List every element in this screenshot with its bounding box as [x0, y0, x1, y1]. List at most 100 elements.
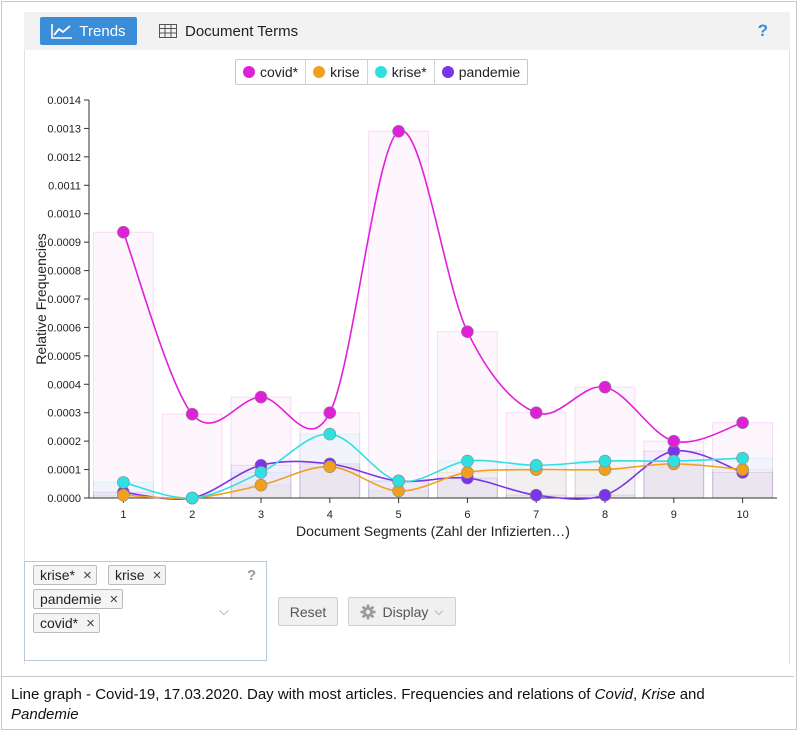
term-chip-label: pandemie — [40, 591, 102, 607]
background-bar — [161, 413, 223, 499]
help-icon[interactable]: ? — [757, 21, 768, 40]
y-tick-label: 0.0011 — [48, 180, 81, 192]
data-point — [117, 225, 130, 239]
x-tick-label: 3 — [258, 509, 264, 521]
remove-icon[interactable]: × — [86, 614, 95, 632]
y-tick-label: 0.0009 — [47, 237, 81, 249]
y-tick-label: 0.0006 — [47, 322, 81, 334]
series-line-krise — [123, 463, 743, 500]
x-tick-label: 10 — [736, 509, 748, 521]
tab-document-terms[interactable]: Document Terms — [159, 17, 298, 45]
data-point — [117, 488, 130, 502]
remove-icon[interactable]: × — [83, 566, 92, 584]
term-chip-label: krise* — [40, 567, 76, 583]
data-point — [185, 407, 199, 421]
data-point — [254, 466, 268, 479]
y-tick-label: 0.0001 — [47, 465, 81, 477]
x-tick-label: 4 — [327, 509, 333, 521]
remove-icon[interactable]: × — [152, 566, 162, 584]
data-point — [392, 474, 405, 488]
legend-label: krise* — [391, 64, 427, 80]
display-button-label: Display — [382, 603, 429, 620]
data-point — [461, 454, 474, 468]
chevron-down-icon[interactable]: ⌵ — [219, 603, 229, 618]
series-line-pandemie — [123, 449, 743, 501]
data-point — [667, 434, 681, 448]
y-tick-label: 0.0007 — [47, 294, 81, 306]
tab-trends[interactable]: Trends — [40, 17, 137, 45]
term-chip-krise: krise × — [108, 565, 167, 585]
data-point — [323, 427, 337, 441]
y-tick-label: 0.0012 — [47, 152, 81, 164]
data-point — [185, 491, 199, 505]
tab-document-terms-label: Document Terms — [185, 22, 299, 40]
background-bar — [368, 130, 430, 499]
caption-term-covid: Covid — [594, 686, 634, 703]
term-chip-label: krise — [115, 567, 145, 583]
data-point — [323, 460, 337, 474]
reset-button[interactable]: Reset — [278, 597, 338, 626]
y-tick-label: 0.0010 — [47, 209, 81, 221]
data-point — [323, 406, 337, 420]
caption-term-pandemie: Pandemie — [11, 706, 79, 723]
data-point — [529, 459, 543, 472]
x-tick-label: 7 — [533, 509, 539, 521]
trend-chart-icon — [51, 24, 73, 39]
data-point — [254, 390, 268, 404]
data-point — [461, 466, 474, 479]
series-line-krise-star — [123, 433, 743, 499]
y-tick-label: 0.0013 — [47, 123, 81, 135]
data-point — [736, 451, 749, 465]
term-chip-label: covid* — [40, 615, 79, 631]
terms-help-icon[interactable]: ? — [247, 567, 257, 584]
gear-icon — [360, 604, 376, 619]
caption-term-krise: Krise — [641, 686, 676, 703]
remove-icon[interactable]: × — [109, 590, 119, 608]
legend-item-krise[interactable]: krise — [306, 60, 368, 84]
x-tick-label: 9 — [671, 509, 677, 521]
legend-marker — [374, 66, 387, 78]
terms-selector[interactable]: krise* × krise × pandemie × covid* × — [24, 561, 267, 661]
y-tick-label: 0.0003 — [47, 408, 81, 420]
term-chip-krise-star: krise* × — [33, 565, 97, 585]
legend-marker — [441, 66, 454, 78]
legend-marker — [313, 66, 326, 78]
term-chip-pandemie: pandemie × — [33, 589, 124, 609]
caption-separator: and — [675, 686, 705, 703]
tab-trends-label: Trends — [79, 22, 126, 40]
chart-legend: covid* krise krise* pandemie — [235, 59, 529, 85]
figure-caption: Line graph - Covid-19, 17.03.2020. Day w… — [2, 676, 794, 728]
background-bar — [92, 231, 154, 499]
data-point — [529, 406, 543, 420]
x-tick-label: 6 — [464, 509, 470, 521]
data-point — [598, 454, 612, 468]
y-tick-label: 0.0004 — [47, 379, 81, 391]
display-button[interactable]: Display ⌵ — [348, 597, 456, 626]
trends-line-chart: 0.0000 0.0001 0.0002 0.0003 0.0004 0.0005 0.00… — [33, 95, 777, 539]
y-tick-label: 0.0008 — [47, 266, 81, 278]
chevron-down-icon: ⌵ — [434, 604, 444, 618]
legend-marker — [243, 66, 255, 78]
data-point — [736, 463, 749, 476]
data-point — [736, 416, 749, 429]
caption-separator: , — [633, 686, 642, 703]
legend-item-pandemie[interactable]: pandemie — [435, 60, 528, 84]
y-tick-label: 0.0000 — [47, 493, 81, 505]
caption-text: Line graph - Covid-19, 17.03.2020. Day w… — [11, 686, 595, 703]
data-point — [598, 488, 612, 502]
toolbar: Trends Document Terms ? — [24, 12, 790, 51]
x-tick-label: 1 — [120, 509, 126, 521]
data-point — [598, 380, 612, 394]
y-tick-label: 0.0002 — [47, 436, 81, 448]
x-tick-label: 2 — [189, 509, 195, 521]
legend-label: covid* — [260, 64, 299, 80]
legend-label: krise — [330, 64, 360, 80]
data-point — [254, 478, 268, 492]
x-axis-label: Document Segments (Zahl der Infizierten…… — [296, 523, 570, 539]
legend-item-krise-star[interactable]: krise* — [368, 60, 435, 84]
x-tick-label: 5 — [396, 509, 402, 521]
data-point — [461, 325, 474, 338]
table-icon — [159, 24, 177, 38]
legend-item-covid[interactable]: covid* — [236, 60, 307, 84]
